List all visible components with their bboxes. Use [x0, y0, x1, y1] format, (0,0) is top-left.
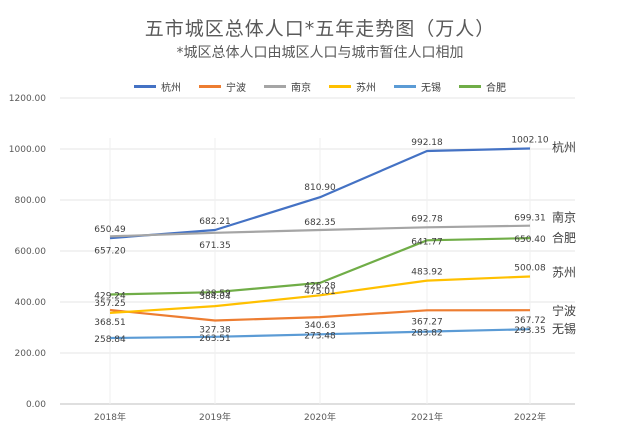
data-label: 258.84 — [94, 335, 126, 345]
series-line-宁波 — [109, 308, 531, 322]
data-label: 650.40 — [514, 235, 546, 245]
legend-item: 苏州 — [329, 79, 376, 94]
data-label: 992.18 — [411, 138, 443, 148]
x-tick-label: 2020年 — [304, 411, 336, 423]
data-label: 483.92 — [411, 268, 443, 278]
legend-swatch — [459, 85, 481, 88]
legend-swatch — [199, 85, 221, 88]
legend-label: 苏州 — [356, 83, 376, 94]
data-label: 810.90 — [304, 183, 336, 193]
data-label: 692.78 — [411, 214, 443, 224]
y-tick-label: 600.00 — [15, 247, 47, 257]
series-line-苏州 — [109, 275, 531, 314]
legend-swatch — [264, 85, 286, 88]
series-end-label: 苏州 — [552, 265, 576, 279]
data-label: 384.04 — [199, 292, 231, 302]
data-label: 650.49 — [94, 225, 126, 235]
y-tick-label: 200.00 — [15, 349, 47, 359]
legend-item: 无锡 — [394, 79, 441, 94]
legend-label: 合肥 — [486, 83, 506, 94]
data-label: 682.21 — [199, 217, 231, 227]
y-tick-label: 1000.00 — [9, 145, 46, 155]
legend-swatch — [394, 85, 416, 88]
data-label: 357.25 — [94, 299, 126, 309]
series-end-label: 杭州 — [552, 139, 576, 154]
y-tick-label: 400.00 — [15, 298, 47, 308]
series-end-label: 合肥 — [552, 230, 576, 245]
data-label: 426.28 — [304, 281, 336, 291]
series-line-合肥 — [109, 237, 531, 296]
y-tick-label: 0.00 — [26, 400, 46, 410]
series-end-label: 宁波 — [552, 303, 576, 318]
data-label: 293.35 — [514, 326, 546, 336]
legend-item: 宁波 — [199, 79, 246, 94]
data-label: 340.63 — [304, 321, 336, 331]
chart-title: 五市城区总体人口*五年走势图（万人） — [144, 18, 496, 40]
data-label: 367.27 — [411, 317, 443, 327]
data-label: 1002.10 — [511, 135, 548, 145]
legend-label: 南京 — [291, 83, 311, 94]
legend-swatch — [134, 85, 156, 88]
data-label: 438.59 — [199, 289, 231, 299]
legend-label: 无锡 — [421, 83, 441, 94]
data-label: 263.51 — [199, 334, 231, 344]
chart-legend: 杭州 宁波 南京 苏州 无锡 合肥 — [0, 79, 640, 94]
data-label: 283.82 — [411, 329, 443, 339]
y-tick-label: 1200.00 — [9, 94, 46, 104]
legend-item: 合肥 — [459, 79, 506, 94]
data-label: 699.31 — [514, 214, 546, 224]
x-tick-label: 2019年 — [199, 411, 231, 423]
data-label: 368.51 — [94, 318, 126, 328]
legend-label: 宁波 — [226, 83, 246, 94]
data-label: 500.08 — [514, 263, 546, 273]
series-line-杭州 — [109, 147, 531, 240]
data-label: 657.20 — [94, 246, 126, 256]
data-label: 429.24 — [94, 292, 126, 302]
series-line-无锡 — [109, 328, 531, 340]
data-label: 475.01 — [304, 287, 336, 297]
legend-item: 南京 — [264, 79, 311, 94]
x-tick-label: 2018年 — [94, 411, 126, 423]
legend-swatch — [329, 85, 351, 88]
series-end-label: 无锡 — [552, 321, 576, 336]
data-label: 273.48 — [304, 331, 336, 341]
legend-label: 杭州 — [161, 83, 181, 94]
series-end-label: 南京 — [552, 210, 576, 225]
data-label: 682.35 — [304, 218, 336, 228]
chart-subtitle: *城区总体人口由城区人口与城市暂住人口相加 — [176, 45, 464, 61]
data-label: 367.72 — [514, 316, 546, 326]
data-label: 671.35 — [199, 241, 231, 251]
x-tick-label: 2021年 — [411, 411, 443, 423]
data-label: 327.38 — [199, 326, 231, 336]
x-tick-label: 2022年 — [514, 411, 546, 423]
data-label: 641.77 — [411, 237, 443, 247]
y-tick-label: 800.00 — [15, 196, 47, 206]
legend-item: 杭州 — [134, 79, 181, 94]
series-line-南京 — [109, 224, 531, 238]
